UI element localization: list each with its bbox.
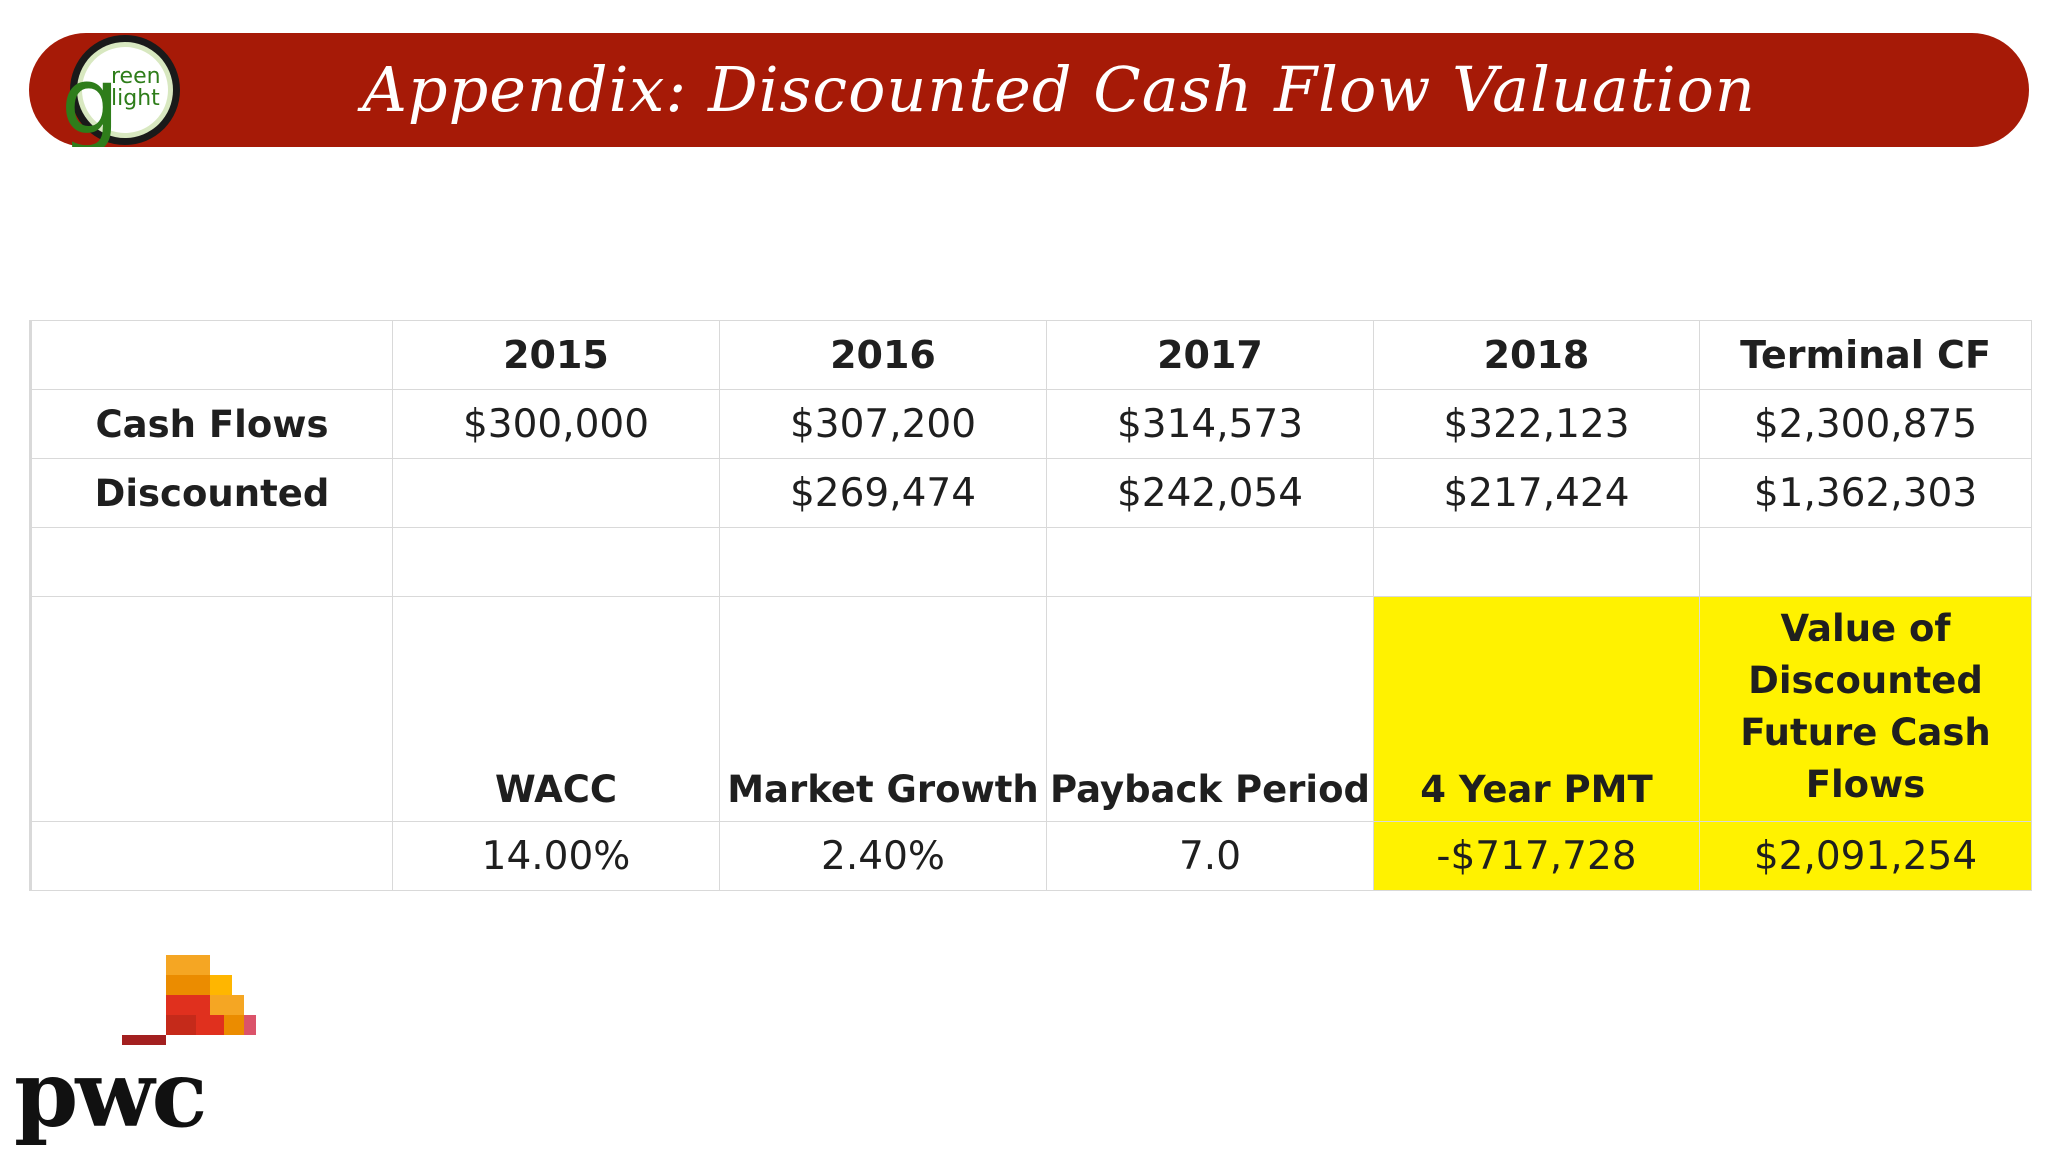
page-title: Appendix: Discounted Cash Flow Valuation [362,53,1756,126]
pwc-logo-mark [122,955,256,1045]
row-label: Cash Flows [29,389,393,459]
header-cell-2018: 2018 [1373,320,1700,390]
table-cell: $269,474 [719,458,1047,528]
header-row: 2015 2016 2017 2018 Terminal CF [29,320,2032,390]
empty-row [29,527,2032,597]
table-cell: $307,200 [719,389,1047,459]
table-cell: $1,362,303 [1699,458,2032,528]
table-cell [392,458,720,528]
header-cell-terminal: Terminal CF [1699,320,2032,390]
metric-value-market-growth: 2.40% [719,821,1047,891]
metric-value-wacc: 14.00% [392,821,720,891]
row-label: Discounted [29,458,393,528]
table-cell: $2,300,875 [1699,389,2032,459]
empty-cell [392,527,720,597]
metric-value-payback-period: 7.0 [1046,821,1374,891]
header-cell [29,320,393,390]
metric-label-4-year-pmt: 4 Year PMT [1373,596,1700,822]
svg-text:light: light [111,86,160,111]
table-cell: $300,000 [392,389,720,459]
metrics-value-row: 14.00% 2.40% 7.0 -$717,728 $2,091,254 [29,821,2032,891]
metric-value [29,821,393,891]
header-cell-2017: 2017 [1046,320,1374,390]
empty-cell [1699,527,2032,597]
pwc-wordmark: pwc [14,1040,208,1148]
metric-label-value-of-dcf: Value of Discounted Future Cash Flows [1699,596,2032,822]
svg-text:g: g [61,48,119,147]
empty-cell [719,527,1047,597]
greenlight-logo: g reen light [61,35,180,147]
metric-label-wacc: WACC [392,596,720,822]
empty-cell [1373,527,1700,597]
title-banner: Appendix: Discounted Cash Flow Valuation [29,33,2029,147]
table-cell: $314,573 [1046,389,1374,459]
header-cell-2016: 2016 [719,320,1047,390]
dcf-table: 2015 2016 2017 2018 Terminal CF Cash Flo… [29,320,2032,891]
table-row: Cash Flows $300,000 $307,200 $314,573 $3… [29,389,2032,459]
empty-cell [1046,527,1374,597]
empty-cell [29,527,393,597]
table-cell: $322,123 [1373,389,1700,459]
header-cell-2015: 2015 [392,320,720,390]
svg-text:reen: reen [111,64,161,89]
metric-label-market-growth: Market Growth [719,596,1047,822]
metric-label-payback-period: Payback Period [1046,596,1374,822]
metric-value-value-of-dcf: $2,091,254 [1699,821,2032,891]
table-cell: $217,424 [1373,458,1700,528]
table-cell: $242,054 [1046,458,1374,528]
metric-value-4-year-pmt: -$717,728 [1373,821,1700,891]
metrics-label-row: WACC Market Growth Payback Period 4 Year… [29,596,2032,822]
table-row: Discounted $269,474 $242,054 $217,424 $1… [29,458,2032,528]
metric-label [29,596,393,822]
